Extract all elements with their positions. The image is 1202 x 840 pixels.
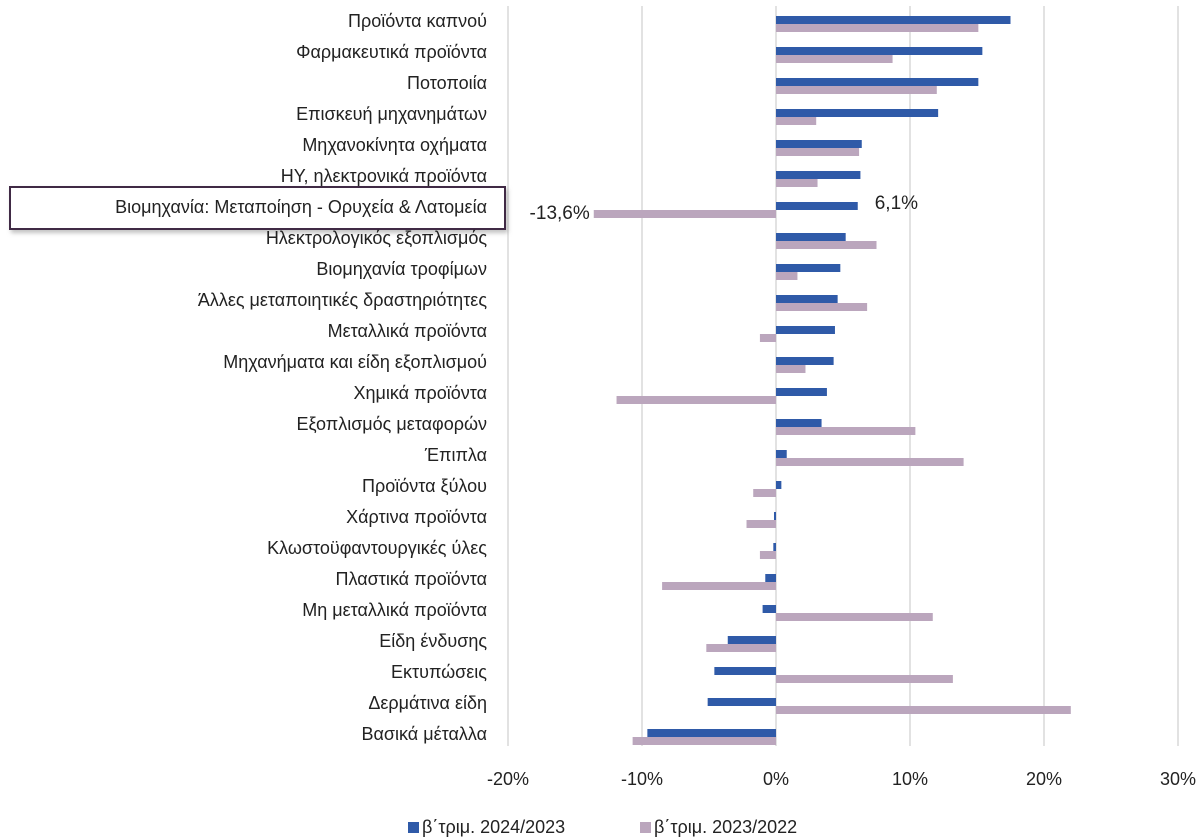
category-label: Ηλεκτρολογικός εξοπλισμός bbox=[266, 228, 488, 248]
category-label: Πλαστικά προϊόντα bbox=[336, 569, 487, 589]
bar bbox=[776, 55, 893, 63]
category-label: Επισκευή μηχανημάτων bbox=[296, 104, 487, 124]
category-label: Χάρτινα προϊόντα bbox=[346, 507, 487, 527]
category-label: ΗΥ, ηλεκτρονικά προϊόντα bbox=[281, 166, 487, 186]
x-tick-label: -10% bbox=[621, 769, 663, 789]
bar bbox=[776, 357, 834, 365]
x-tick-label: 0% bbox=[763, 769, 789, 789]
bar bbox=[776, 272, 798, 280]
bar bbox=[776, 148, 860, 156]
bar bbox=[776, 706, 1071, 714]
bar bbox=[714, 667, 776, 675]
bar bbox=[753, 489, 776, 497]
bar bbox=[776, 264, 841, 272]
bar bbox=[776, 171, 861, 179]
bar bbox=[776, 481, 782, 489]
bar bbox=[746, 520, 776, 528]
category-label: Άλλες μεταποιητικές δραστηριότητες bbox=[198, 290, 488, 310]
bar bbox=[662, 582, 776, 590]
bar bbox=[647, 729, 776, 737]
bar bbox=[776, 24, 979, 32]
bar bbox=[707, 698, 776, 706]
bar bbox=[776, 326, 835, 334]
data-label: 6,1% bbox=[875, 193, 918, 214]
category-label: Δερμάτινα είδη bbox=[368, 693, 487, 713]
bar bbox=[706, 644, 776, 652]
bar bbox=[616, 396, 776, 404]
bar bbox=[762, 605, 776, 613]
category-label: Εξοπλισμός μεταφορών bbox=[296, 414, 487, 434]
bar bbox=[776, 86, 937, 94]
bar bbox=[759, 334, 776, 342]
bar bbox=[776, 241, 877, 249]
category-label: Βιομηχανία: Μεταποίηση - Ορυχεία & Λατομ… bbox=[115, 197, 487, 217]
x-tick-label: -20% bbox=[487, 769, 529, 789]
x-tick-label: 20% bbox=[1026, 769, 1062, 789]
category-label: Προϊόντα ξύλου bbox=[362, 476, 487, 496]
bar bbox=[776, 365, 806, 373]
bar bbox=[776, 47, 983, 55]
bar bbox=[776, 450, 787, 458]
bar bbox=[776, 675, 953, 683]
legend-label: β΄τριμ. 2023/2022 bbox=[654, 817, 797, 837]
bar bbox=[727, 636, 776, 644]
legend-swatch bbox=[408, 822, 419, 833]
bar bbox=[776, 140, 862, 148]
category-label: Προϊόντα καπνού bbox=[348, 11, 487, 31]
bar bbox=[776, 179, 818, 187]
category-label: Μηχανοκίνητα οχήματα bbox=[302, 135, 487, 155]
bar bbox=[759, 551, 776, 559]
bar bbox=[776, 233, 846, 241]
category-label: Βασικά μέταλλα bbox=[362, 724, 488, 744]
category-label: Φαρμακευτικά προϊόντα bbox=[296, 42, 487, 62]
bar bbox=[632, 737, 776, 745]
bar bbox=[776, 419, 822, 427]
category-label: Μηχανήματα και είδη εξοπλισμού bbox=[223, 352, 487, 372]
bar bbox=[776, 16, 1011, 24]
bar bbox=[773, 543, 776, 551]
category-label: Εκτυπώσεις bbox=[391, 662, 487, 682]
category-label: Έπιπλα bbox=[424, 445, 487, 465]
highlight-box bbox=[9, 186, 506, 230]
bar bbox=[776, 117, 817, 125]
data-label: -13,6% bbox=[530, 203, 590, 224]
x-tick-label: 30% bbox=[1160, 769, 1196, 789]
bar bbox=[776, 202, 858, 210]
bar bbox=[776, 78, 979, 86]
bar bbox=[776, 458, 964, 466]
x-tick-label: 10% bbox=[892, 769, 928, 789]
bar bbox=[765, 574, 776, 582]
bar bbox=[776, 427, 916, 435]
category-label: Είδη ένδυσης bbox=[379, 631, 487, 651]
bar bbox=[776, 295, 838, 303]
bar bbox=[776, 388, 827, 396]
category-label: Ποτοποιία bbox=[407, 73, 487, 93]
bar bbox=[776, 109, 939, 117]
category-label: Μη μεταλλικά προϊόντα bbox=[302, 600, 487, 620]
category-label: Χημικά προϊόντα bbox=[353, 383, 487, 403]
category-label: Μεταλλικά προϊόντα bbox=[328, 321, 487, 341]
legend-label: β΄τριμ. 2024/2023 bbox=[422, 817, 565, 837]
bar bbox=[593, 210, 776, 218]
legend-swatch bbox=[640, 822, 651, 833]
bar bbox=[773, 512, 776, 520]
bar bbox=[776, 303, 868, 311]
category-label: Βιομηχανία τροφίμων bbox=[316, 259, 487, 279]
category-label: Κλωστοϋφαντουργικές ύλες bbox=[267, 538, 487, 558]
bar bbox=[776, 613, 933, 621]
